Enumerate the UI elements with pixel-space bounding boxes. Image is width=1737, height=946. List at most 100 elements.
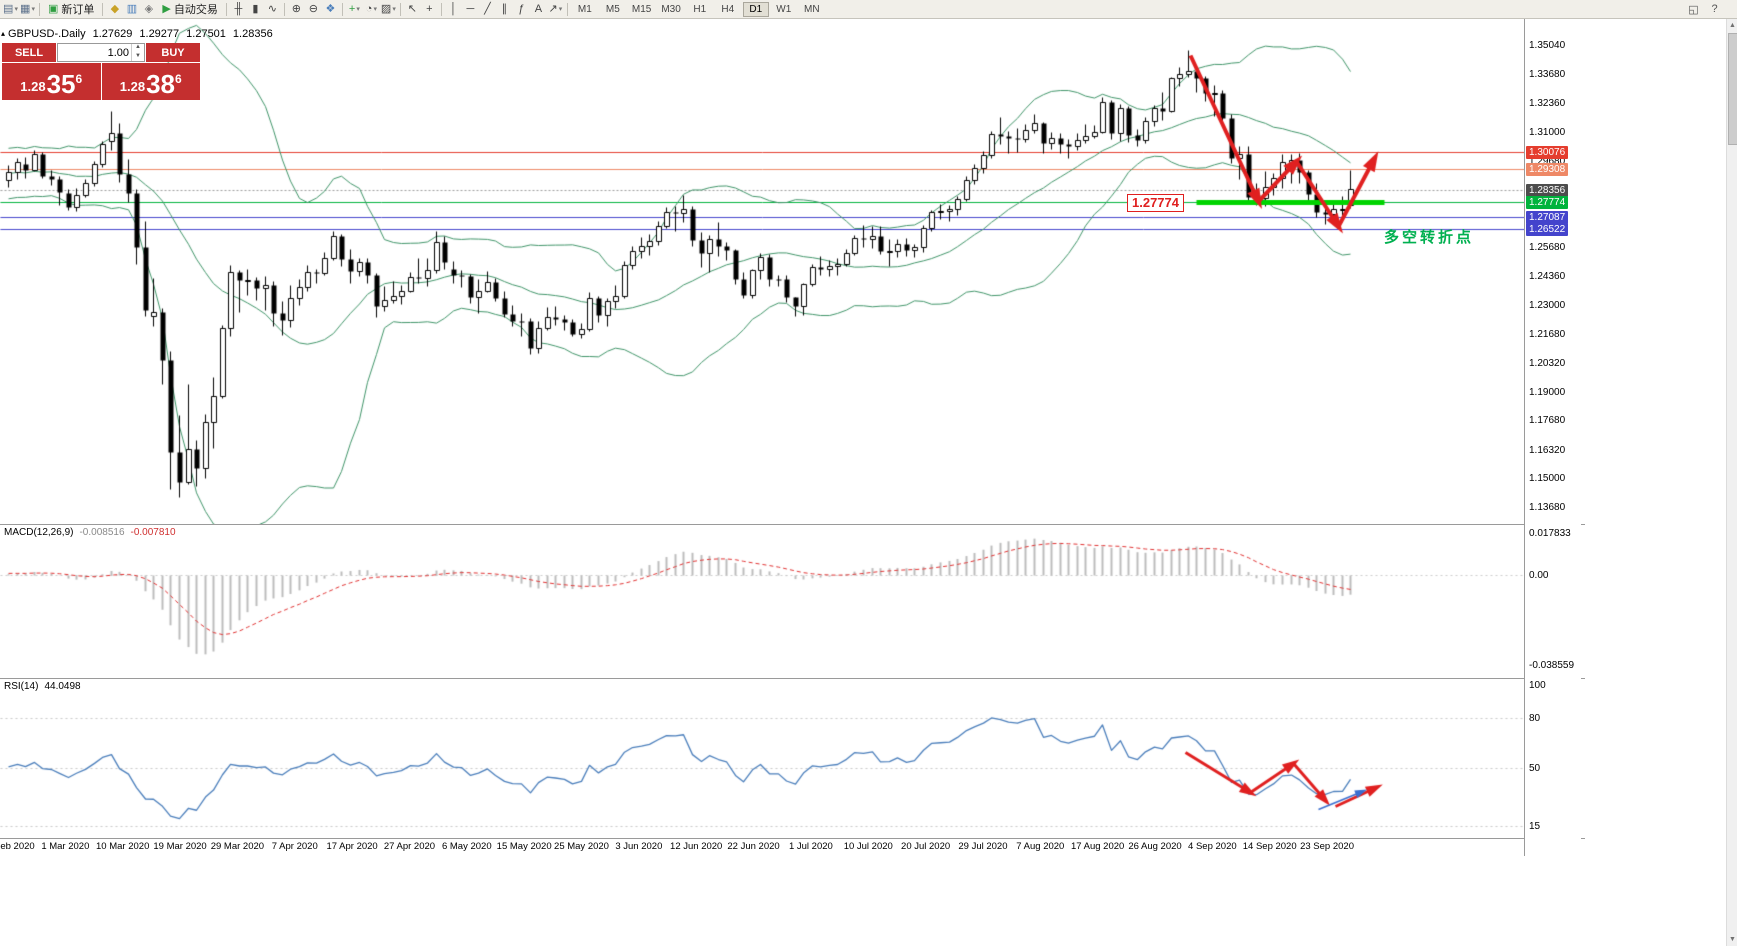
auto-trading-button[interactable]: ▶ 自动交易: [157, 1, 222, 18]
equidistant-channel-icon-glyph: ∥: [501, 2, 508, 15]
price-axis-label: 1.19000: [1529, 386, 1566, 398]
date-axis-label: 7 Apr 2020: [271, 841, 318, 852]
date-axis-label: 4 Sep 2020: [1188, 841, 1237, 852]
macd-axis-label: 0.017833: [1529, 528, 1571, 540]
volume-box: ▲ ▼: [57, 43, 145, 62]
line-chart-icon[interactable]: ∿: [264, 1, 281, 18]
templates-icon[interactable]: ▨ ▾: [380, 1, 397, 18]
timeframe-h1[interactable]: H1: [693, 3, 707, 15]
timeframe-w1[interactable]: W1: [776, 3, 792, 15]
sell-button[interactable]: SELL: [2, 43, 56, 62]
cursor-icon[interactable]: ↖: [404, 1, 421, 18]
trendline-icon[interactable]: ╱: [479, 1, 496, 18]
toolbar-button-label: 新订单: [61, 4, 95, 16]
buy-button[interactable]: BUY: [146, 43, 200, 62]
scrollbar-thumb[interactable]: [1728, 33, 1737, 145]
timeframe-mn[interactable]: MN: [804, 3, 820, 15]
date-axis-label: 6 May 2020: [441, 841, 492, 852]
caret-down-icon: ▾: [31, 6, 35, 13]
panel-splitter[interactable]: [0, 524, 1585, 525]
fibonacci-icon[interactable]: ƒ: [513, 1, 530, 18]
resistance-level-label: 1.29308: [1526, 162, 1569, 176]
timeframe-m5[interactable]: M5: [605, 3, 620, 15]
date-axis-label: 15 May 2020: [496, 841, 552, 852]
panel-splitter[interactable]: [0, 838, 1585, 839]
arrows-icon[interactable]: ↗ ▾: [547, 1, 564, 18]
macd-axis-label: -0.038559: [1529, 660, 1575, 672]
indicators-icon[interactable]: + ▾: [346, 1, 363, 18]
ask-price[interactable]: 1.28 38 6: [101, 63, 200, 100]
trendline-icon-glyph: ╱: [484, 2, 491, 15]
new-chart-icon[interactable]: ▤ ▾: [2, 1, 19, 18]
timeframe-h4[interactable]: H4: [721, 3, 735, 15]
date-axis-label: 29 Mar 2020: [210, 841, 265, 852]
panel-splitter[interactable]: [0, 678, 1585, 679]
turning-point-annotation: 多空转折点: [1384, 229, 1475, 246]
macd-canvas[interactable]: [0, 525, 1524, 678]
timeframe-d1[interactable]: D1: [742, 1, 769, 17]
volume-input[interactable]: [58, 44, 131, 61]
toolbar-separator: [39, 2, 40, 16]
templates-icon-glyph: ▨: [380, 2, 392, 15]
timeframe-m1[interactable]: M1: [577, 3, 592, 15]
main-chart-panel: ▴ GBPUSD-.Daily 1.27629 1.29277 1.27501 1.28…: [0, 19, 1524, 524]
price-axis-label: 1.33680: [1529, 69, 1566, 81]
terminal-icon[interactable]: ▥: [123, 1, 140, 18]
toolbar-separator: [102, 2, 104, 16]
periods-icon[interactable]: ◔ ▾: [363, 1, 380, 18]
candlestick-chart-icon[interactable]: ▮: [247, 1, 264, 18]
caret-down-icon: ▾: [356, 6, 360, 13]
bid-price[interactable]: 1.28 35 6: [2, 63, 101, 100]
metaeditor-icon[interactable]: ◆: [106, 1, 123, 18]
toolbar-left-group: ▤ ▾ ▦ ▾ ▣ 新订单 ◆ ▥ ◈ ▶ 自动交易 ╫ ▮ ∿ ⊕ ⊖ ❖ + ▾ ◔ ▾ ▨ ▾ ↖ + │ ─ ╱ ∥ ƒ A ↗ ▾ M1…: [2, 0, 826, 19]
new-order-button-glyph: ▣: [48, 2, 59, 15]
chart-title: GBPUSD-.Daily: [8, 28, 86, 40]
support-price-annotation[interactable]: 1.27774: [1127, 194, 1184, 212]
caret-down-icon: ▾: [558, 6, 563, 13]
macd-name: MACD(12,26,9): [4, 527, 74, 538]
horizontal-line-icon[interactable]: ─: [462, 1, 479, 18]
tile-windows-icon[interactable]: ❖: [322, 1, 339, 18]
price-axis[interactable]: 1.35040 1.33680 1.32360 1.31000 1.29680 1.256…: [1524, 19, 1581, 856]
text-icon[interactable]: A: [530, 1, 547, 18]
volume-up-button[interactable]: ▲: [135, 44, 141, 50]
one-click-trading-toggle[interactable]: ▴: [1, 29, 6, 38]
main-chart-canvas[interactable]: [0, 19, 1524, 524]
vertical-line-icon[interactable]: │: [445, 1, 462, 18]
price-axis-label: 1.17680: [1529, 415, 1566, 427]
scroll-up-button[interactable]: ▲: [1727, 19, 1737, 32]
equidistant-channel-icon[interactable]: ∥: [496, 1, 513, 18]
toolbar-separator: [440, 2, 442, 16]
rsi-canvas[interactable]: [0, 679, 1524, 838]
date-axis-label: 14 Sep 2020: [1242, 841, 1297, 852]
timeframe-m15[interactable]: M15: [631, 3, 652, 15]
ohlc-low: 1.27501: [186, 28, 226, 40]
horizontal-line-icon-glyph: ─: [466, 2, 475, 15]
crosshair-icon[interactable]: +: [421, 1, 438, 18]
new-order-button[interactable]: ▣ 新订单: [43, 1, 99, 18]
price-axis-label: 1.23000: [1529, 300, 1566, 312]
zoom-out-icon[interactable]: ⊖: [305, 1, 322, 18]
volume-down-button[interactable]: ▼: [135, 52, 141, 59]
zoom-in-icon[interactable]: ⊕: [288, 1, 305, 18]
chart-profiles-icon-glyph: ▦: [20, 2, 31, 15]
metaeditor-icon-glyph: ◆: [110, 2, 120, 15]
price-axis-label: 1.25680: [1529, 242, 1566, 254]
date-axis-label: 25 May 2020: [554, 841, 609, 852]
chart-profiles-icon[interactable]: ▦ ▾: [19, 1, 36, 18]
scroll-down-button[interactable]: ▼: [1727, 933, 1737, 946]
vertical-scrollbar[interactable]: ▲ ▼: [1726, 19, 1737, 946]
date-axis-label: 12 Jun 2020: [670, 841, 723, 852]
volume-spinner: ▲ ▼: [131, 44, 144, 61]
toolbar-separator: [566, 2, 568, 16]
date-axis-label: 20 Feb 2020: [0, 841, 35, 852]
strategy-tester-icon[interactable]: ◈: [140, 1, 157, 18]
date-axis-label: 22 Jun 2020: [727, 841, 780, 852]
help-icon[interactable]: ?: [1711, 3, 1718, 15]
docking-icon[interactable]: ◱: [1688, 3, 1699, 16]
macd-axis-label: 0.00: [1529, 570, 1549, 581]
bar-chart-icon[interactable]: ╫: [230, 1, 247, 18]
timeframe-m30[interactable]: M30: [661, 3, 681, 15]
